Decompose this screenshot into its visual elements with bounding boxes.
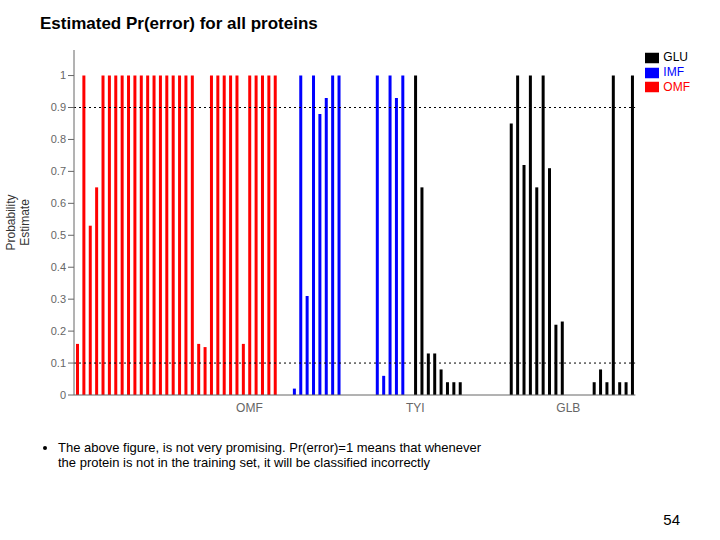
svg-text:1: 1 [60,69,66,81]
html-text:IMF: IMF [663,64,684,79]
svg-text:TYI: TYI [406,401,425,415]
svg-text:0.7: 0.7 [51,165,66,177]
svg-text:0.2: 0.2 [51,325,66,337]
html-text:Estimated Pr(error) for all pr: Estimated Pr(error) for all proteins [40,14,318,33]
html-text:the protein is not in the trai: the protein is not in the training set, … [58,455,431,470]
svg-text:GLB: GLB [556,401,580,415]
svg-text:0.3: 0.3 [51,293,66,305]
html-text:The above figure, is not very: The above figure, is not very promising.… [58,440,482,455]
svg-text:0.5: 0.5 [51,229,66,241]
svg-text:OMF: OMF [236,401,263,415]
html-text:54: 54 [663,511,680,528]
svg-text:0.4: 0.4 [51,261,66,273]
svg-text:0.8: 0.8 [51,133,66,145]
html-text:OMF: OMF [663,79,690,94]
svg-text:ProbabilityEstimate: ProbabilityEstimate [8,194,32,250]
svg-text:0: 0 [60,389,66,401]
svg-text:0.1: 0.1 [51,357,66,369]
svg-text:0.6: 0.6 [51,197,66,209]
html-text:GLU: GLU [663,50,688,64]
svg-text:0.9: 0.9 [51,101,66,113]
